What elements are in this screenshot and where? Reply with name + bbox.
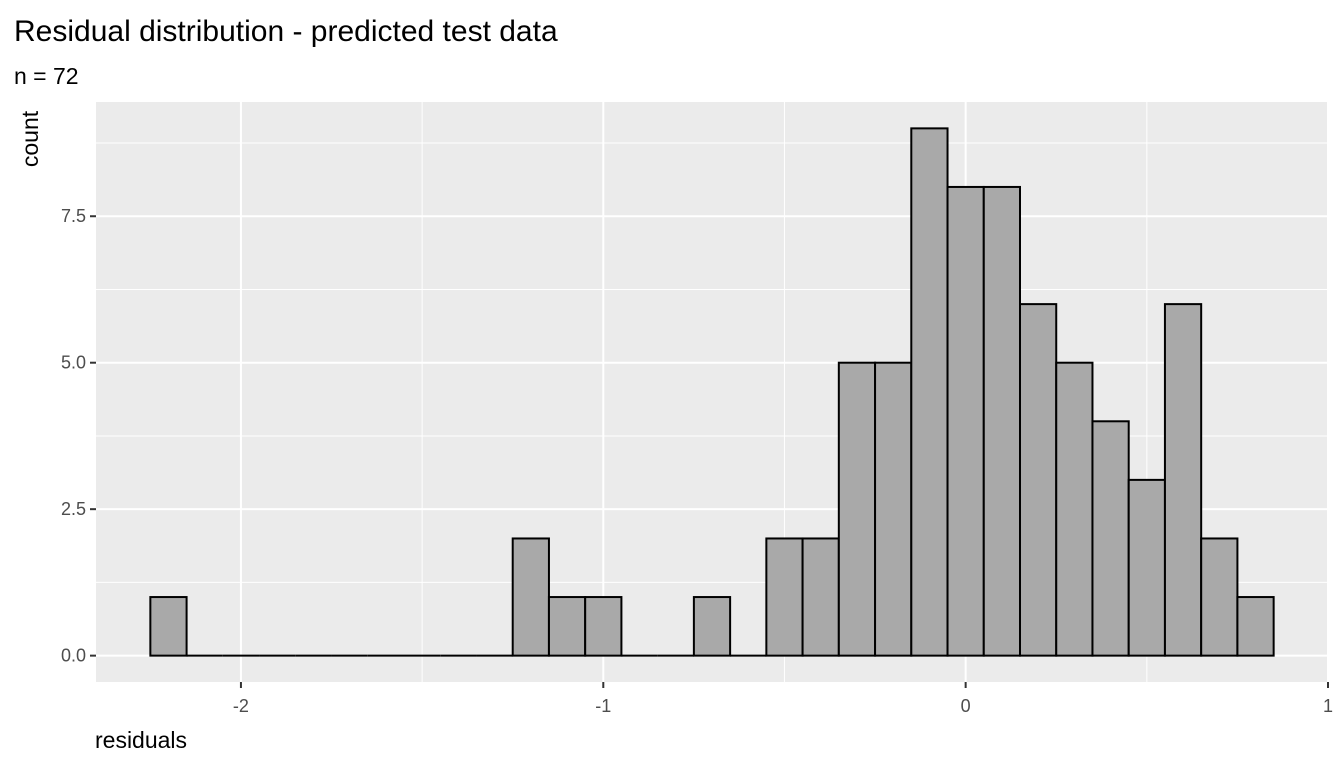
histogram-bar (511, 537, 550, 657)
histogram-bar (1127, 478, 1166, 657)
histogram-bar (584, 596, 623, 657)
x-axis-title: residuals (95, 727, 187, 753)
histogram-bar (874, 361, 913, 657)
chart-subtitle: n = 72 (14, 63, 79, 89)
x-tick-label: 0 (961, 696, 971, 716)
x-tick-label: -2 (233, 696, 249, 716)
histogram-bar (1055, 361, 1094, 657)
histogram-bar (837, 361, 877, 657)
histogram-bars (149, 127, 1275, 657)
histogram-bar (1200, 537, 1239, 657)
y-axis: 0.0 2.5 5.0 7.5 (61, 206, 96, 666)
histogram-bar (1163, 303, 1203, 657)
histogram-bar (801, 537, 840, 657)
x-tick-label: 1 (1323, 696, 1333, 716)
y-tick-label: 0.0 (61, 646, 86, 666)
histogram-bar (1091, 420, 1130, 657)
y-tick-label: 5.0 (61, 353, 86, 373)
histogram-bar (1236, 596, 1275, 657)
chart-title: Residual distribution - predicted test d… (14, 15, 558, 48)
histogram-bar (1019, 303, 1058, 657)
y-tick-label: 2.5 (61, 499, 86, 519)
histogram-bar (149, 596, 188, 657)
histogram-bar (692, 596, 732, 657)
histogram-bar (765, 537, 804, 657)
histogram-bar (982, 185, 1022, 657)
x-tick-label: -1 (595, 696, 611, 716)
minor-gridlines (96, 102, 1328, 682)
histogram-bar (547, 596, 587, 657)
y-axis-title: count (17, 110, 43, 167)
y-tick-label: 7.5 (61, 206, 86, 226)
histogram-bar (910, 127, 949, 657)
x-axis: -2 -1 0 1 (233, 682, 1333, 716)
histogram-bar (946, 185, 985, 657)
